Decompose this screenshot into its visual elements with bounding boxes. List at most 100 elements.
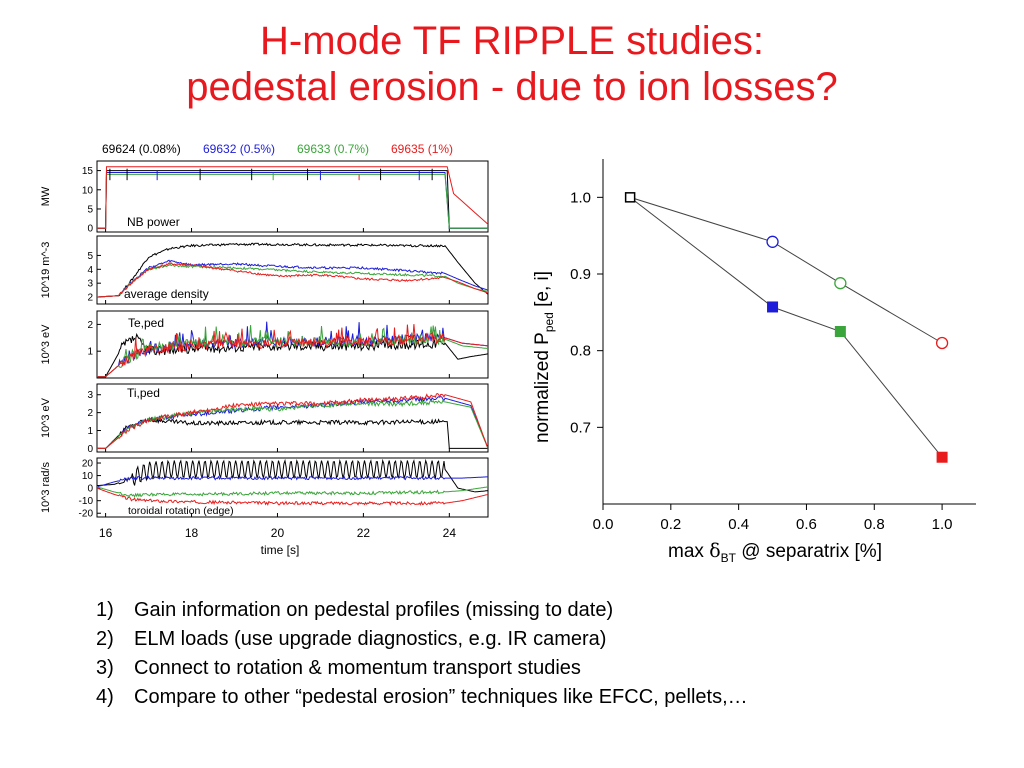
y-tick-label-nb: 10 xyxy=(82,185,94,196)
x-tick-label-20: 20 xyxy=(271,526,285,540)
action-item-text: Compare to other “pedestal erosion” tech… xyxy=(134,686,748,708)
y-tick-label-rot: -20 xyxy=(79,509,94,520)
panel-te: 1 2 10^3 eV Te,ped xyxy=(40,310,489,379)
slide-title-line-2: pedestal erosion - due to ion losses? xyxy=(186,65,838,109)
pressure-vs-ripple-chart: 0.0 0.2 0.4 0.6 0.8 1.0 0.7 0.8 0.9 1.0 max δBT @… xyxy=(532,159,976,565)
pressure-point-open-circle-0p5 xyxy=(766,235,779,248)
pressure-series-line-filled-square xyxy=(629,196,943,458)
action-item-number: 4) xyxy=(96,686,114,708)
panel-label-ti: Ti,ped xyxy=(127,386,160,400)
pressure-chart-y-label: normalized Pped [e, i] xyxy=(532,271,556,443)
trace-ti-69635-1 xyxy=(97,393,488,449)
y-label-rot: 10^3 rad/s xyxy=(40,461,52,513)
pressure-chart-markers xyxy=(624,192,949,463)
panel-frame-nb xyxy=(96,160,489,233)
y-tick-label-rot: 20 xyxy=(82,459,94,470)
pressure-y-tick-label: 0.9 xyxy=(570,266,591,283)
pressure-point-filled-square-1 xyxy=(936,451,948,463)
action-item-number: 1) xyxy=(96,599,114,621)
y-tick-label-dens: 5 xyxy=(87,251,93,262)
y-label-te: 10^3 eV xyxy=(40,324,52,365)
action-item: 4) Compare to other “pedestal erosion” te… xyxy=(96,683,748,712)
pressure-chart-axis-labels: max δBT @ separatrix [%] normalized Pped… xyxy=(532,271,882,565)
y-tick-label-dens: 4 xyxy=(87,265,93,276)
pressure-y-tick-label: 1.0 xyxy=(570,189,591,206)
pressure-x-tick-label: 0.6 xyxy=(796,516,817,533)
y-tick-label-rot: 10 xyxy=(82,471,94,482)
pressure-chart-ticks: 0.0 0.2 0.4 0.6 0.8 1.0 0.7 0.8 0.9 1.0 xyxy=(570,189,952,533)
x-tick-label-22: 22 xyxy=(357,526,371,540)
y-tick-label-nb: 0 xyxy=(87,224,93,235)
y-label-dens: 10^19 m^-3 xyxy=(40,242,52,299)
pressure-chart-series-lines xyxy=(629,196,943,458)
x-tick-label-24: 24 xyxy=(443,526,457,540)
y-tick-label-ti: 2 xyxy=(87,408,93,419)
y-tick-label-ti: 3 xyxy=(87,390,93,401)
y-tick-label-te: 1 xyxy=(87,347,93,358)
time-x-label: time [s] xyxy=(261,543,300,557)
trace-rot-69624-0-08 xyxy=(97,458,488,493)
trace-rot-69632-0-5 xyxy=(97,475,488,488)
panel-ti: 0 1 2 3 10^3 eV Ti,ped xyxy=(40,383,489,455)
series-group-rot xyxy=(97,458,488,506)
panel-frame-dens xyxy=(96,235,489,305)
legend-entry-69624-0-08: 69624 (0.08%) xyxy=(102,142,181,156)
x-tick-label-16: 16 xyxy=(99,526,113,540)
pressure-x-tick-label: 0.2 xyxy=(660,516,681,533)
y-tick-label-rot: -10 xyxy=(79,496,94,507)
pressure-chart-frame xyxy=(602,159,976,505)
action-item-text: Connect to rotation & momentum transport… xyxy=(134,657,581,679)
y-tick-label-dens: 3 xyxy=(87,279,93,290)
trace-rot-69635-1 xyxy=(97,487,488,506)
y-tick-label-te: 2 xyxy=(87,320,93,331)
trace-dens-69624-0-08 xyxy=(97,242,488,298)
action-item: 1) Gain information on pedestal profiles … xyxy=(96,596,748,625)
time-traces-x-axis: 16 18 20 22 24 time [s] xyxy=(99,526,456,557)
pressure-x-tick-label: 0.4 xyxy=(728,516,749,533)
y-tick-label-ti: 1 xyxy=(87,426,93,437)
panel-label-nb: NB power xyxy=(127,215,180,229)
series-group-ti xyxy=(97,393,488,449)
pressure-x-tick-label: 1.0 xyxy=(932,516,953,533)
y-tick-label-ti: 0 xyxy=(87,444,93,455)
series-group-dens xyxy=(97,242,488,298)
y-tick-label-nb: 15 xyxy=(82,166,94,177)
pressure-point-open-circle-0p08 xyxy=(624,192,636,203)
trace-dens-69635-1 xyxy=(97,262,488,298)
trace-dens-69633-0-7 xyxy=(97,263,488,298)
legend-entry-69633-0-7: 69633 (0.7%) xyxy=(297,142,369,156)
pressure-point-filled-square-0p5 xyxy=(767,301,779,313)
pressure-point-open-circle-1 xyxy=(935,336,949,350)
panel-frame-rot xyxy=(96,457,489,518)
trace-te-69635-1 xyxy=(97,324,488,378)
pressure-y-tick-label: 0.8 xyxy=(570,343,591,360)
action-item-number: 2) xyxy=(96,628,114,650)
legend-entry-69632-0-5: 69632 (0.5%) xyxy=(203,142,275,156)
panel-frame-te xyxy=(96,310,489,379)
series-group-te xyxy=(97,321,488,378)
trace-ti-69624-0-08 xyxy=(97,418,488,449)
panel-label-rot: toroidal rotation (edge) xyxy=(128,505,234,517)
series-group-nb xyxy=(97,166,488,229)
trace-nb-69635-1 xyxy=(97,166,488,229)
action-item-text: Gain information on pedestal profiles (m… xyxy=(134,599,614,621)
trace-rot-69633-0-7 xyxy=(97,486,488,498)
y-label-nb: MW xyxy=(40,186,52,206)
pressure-point-open-circle-0p7 xyxy=(834,277,847,290)
y-tick-label-rot: 0 xyxy=(87,484,93,495)
action-item: 3) Connect to rotation & momentum transpo… xyxy=(96,654,748,683)
pressure-chart-x-label: max δBT @ separatrix [%] xyxy=(668,540,882,565)
action-item-text: ELM loads (use upgrade diagnostics, e.g.… xyxy=(134,628,607,650)
action-item: 2) ELM loads (use upgrade diagnostics, e.… xyxy=(96,625,748,654)
action-item-number: 3) xyxy=(96,657,114,679)
pressure-series-line-open-circle xyxy=(629,196,943,344)
slide-title: H-mode TF RIPPLE studies: pedestal erosi… xyxy=(0,18,1024,110)
trace-ti-69633-0-7 xyxy=(97,399,488,449)
x-tick-label-18: 18 xyxy=(185,526,199,540)
panel-frame-ti xyxy=(96,383,489,453)
panel-nb: 0 5 10 15 MW NB power xyxy=(40,160,489,235)
panel-dens: 2 3 4 5 10^19 m^-3 average density xyxy=(40,235,489,305)
trace-te-69633-0-7 xyxy=(97,324,488,378)
pressure-x-tick-label: 0.0 xyxy=(593,516,614,533)
